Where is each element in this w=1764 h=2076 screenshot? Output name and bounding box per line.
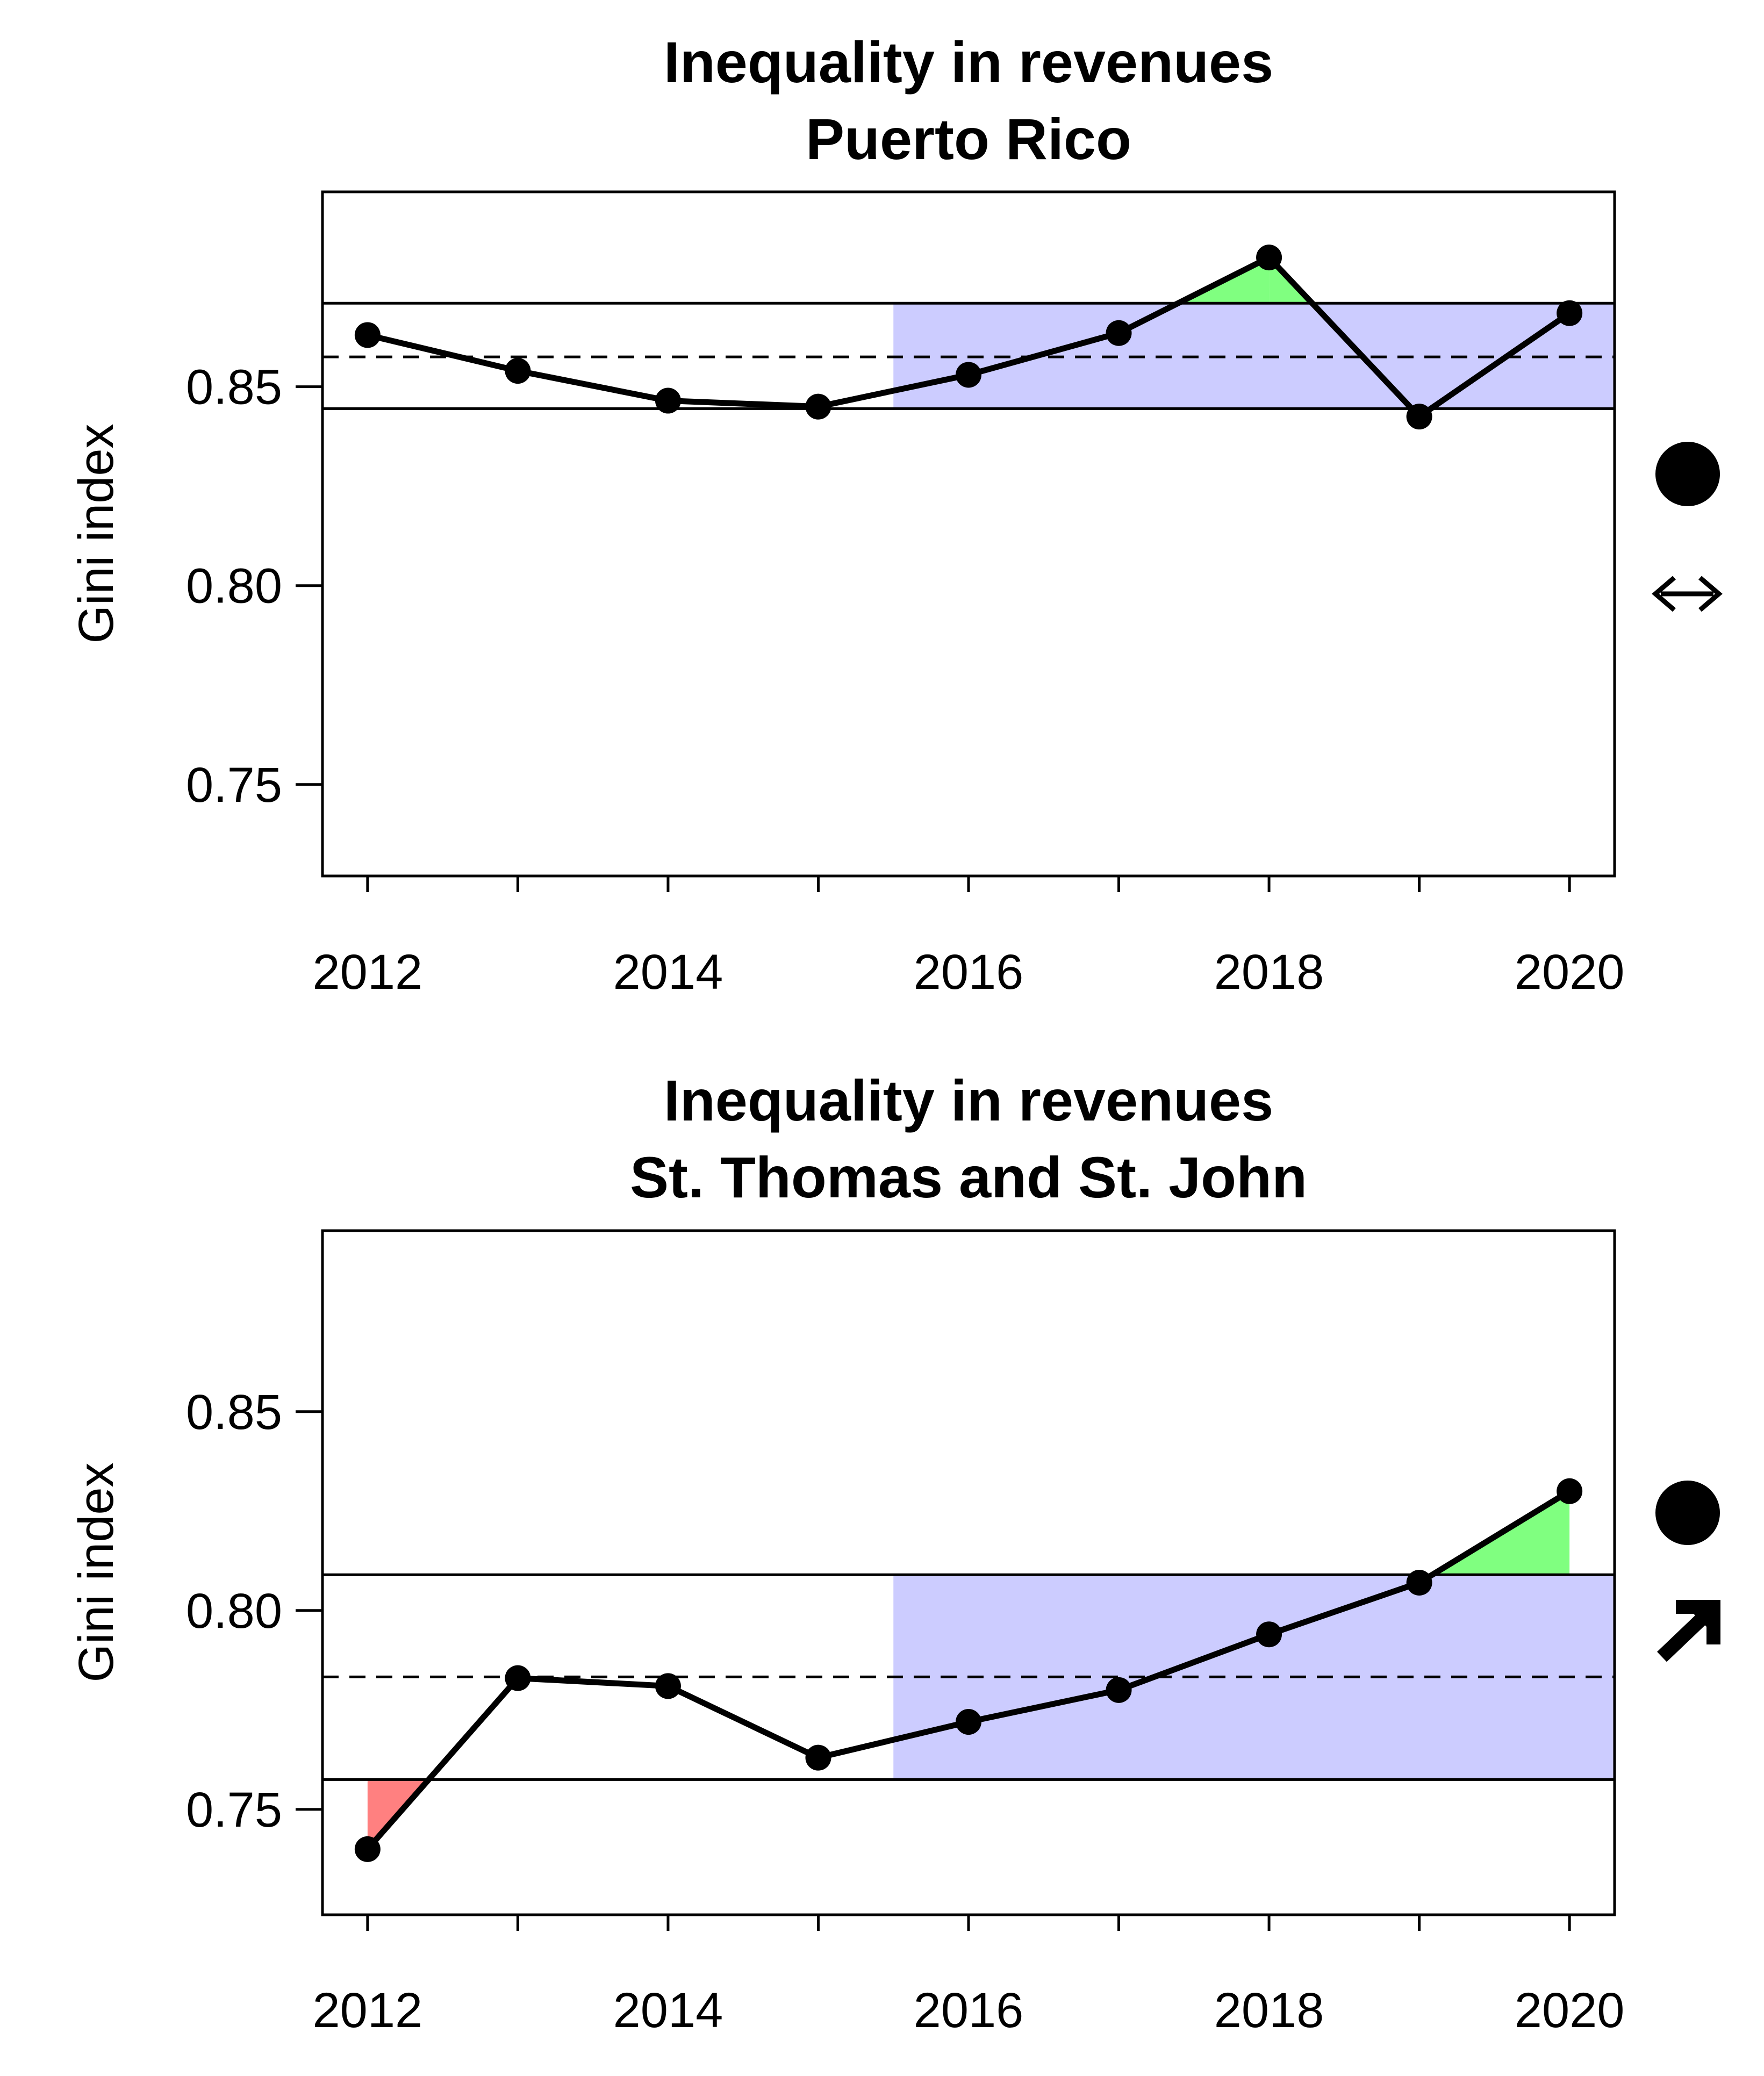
x-tick-label: 2020 (1515, 945, 1625, 1000)
y-tick-label: 0.75 (186, 758, 282, 813)
data-point (505, 358, 531, 384)
x-tick-label: 2018 (1214, 945, 1324, 1000)
x-tick-label: 2020 (1515, 1983, 1625, 2038)
y-axis-label: Gini index (69, 1462, 124, 1682)
chart-title: Inequality in revenues (664, 30, 1273, 95)
y-tick-label: 0.80 (186, 1584, 282, 1639)
arrow-head-right (1698, 576, 1723, 612)
control-band (893, 1575, 1615, 1780)
arrow-head-outline (1676, 1600, 1720, 1644)
up-right-arrow-icon (1657, 1600, 1720, 1662)
y-axis-label: Gini index (69, 423, 124, 643)
chart-subtitle: Puerto Rico (806, 106, 1131, 171)
arrow-head-left (1652, 576, 1676, 612)
data-point (354, 1836, 381, 1862)
data-point (956, 1709, 981, 1735)
data-point (1557, 1478, 1583, 1504)
chart-title: Inequality in revenues (664, 1068, 1273, 1133)
y-tick-label: 0.75 (186, 1783, 282, 1837)
data-point (1106, 320, 1132, 346)
data-point (1406, 1570, 1432, 1596)
data-point (1256, 1621, 1282, 1648)
chart-subtitle: St. Thomas and St. John (630, 1145, 1307, 1210)
filled-circle-icon (1655, 442, 1720, 506)
control-band (893, 303, 1615, 409)
y-tick-label: 0.80 (186, 559, 282, 614)
data-point (354, 322, 381, 348)
data-point (1406, 404, 1432, 430)
data-point (956, 362, 981, 388)
x-tick-label: 2014 (613, 1983, 723, 2038)
x-tick-label: 2016 (914, 1983, 1024, 2038)
data-point (805, 1744, 831, 1771)
data-point (1106, 1677, 1132, 1703)
x-tick-label: 2016 (914, 945, 1024, 1000)
chart-panel-2: Inequality in revenues St. Thomas and St.… (69, 1068, 1720, 2038)
x-tick-label: 2012 (313, 945, 423, 1000)
y-tick-label: 0.85 (186, 360, 282, 415)
x-tick-label: 2014 (613, 945, 723, 1000)
data-point (805, 393, 831, 420)
left-right-arrow-icon (1652, 576, 1723, 612)
plot-frame (321, 190, 1616, 878)
chart-panel-1: Inequality in revenues Puerto Rico 0.75 0.8… (69, 30, 1723, 1000)
data-point (505, 1665, 531, 1691)
data-point (1557, 300, 1583, 326)
data-point (655, 1673, 681, 1699)
x-tick-label: 2018 (1214, 1983, 1324, 2038)
x-tick-label: 2012 (313, 1983, 423, 2038)
data-point (655, 387, 681, 414)
y-tick-label: 0.85 (186, 1385, 282, 1440)
filled-circle-icon (1655, 1481, 1720, 1545)
data-point (1256, 245, 1282, 271)
